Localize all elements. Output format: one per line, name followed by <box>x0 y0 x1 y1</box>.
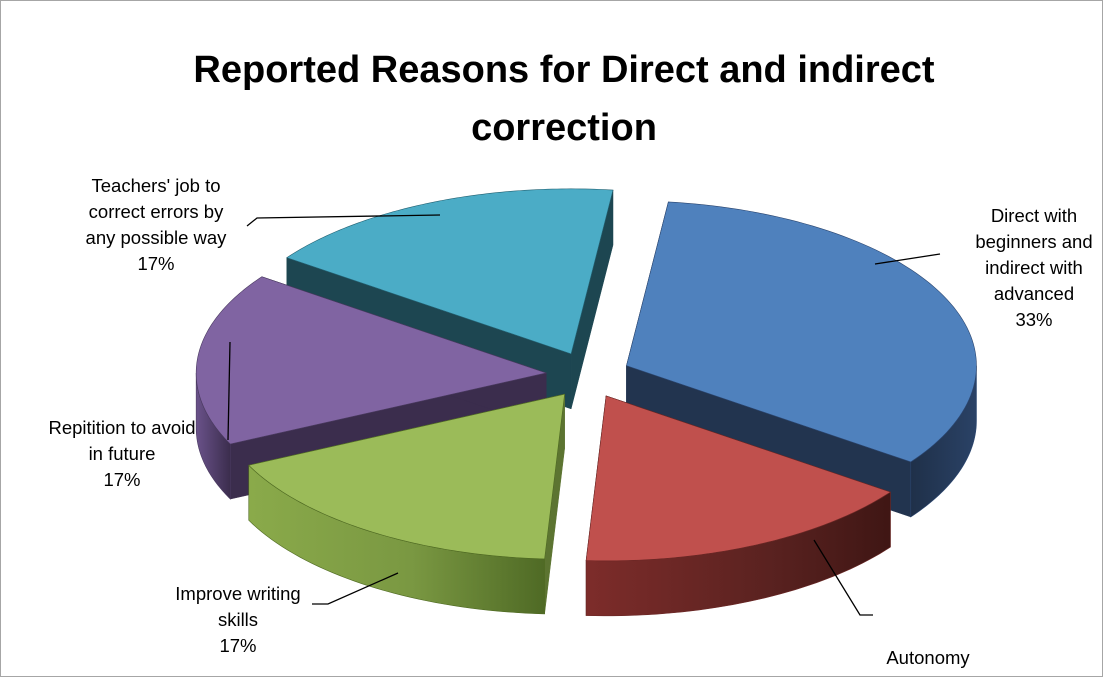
data-label-name-4-1: Repitition to avoid <box>48 417 195 438</box>
data-label-name-1-3: indirect with <box>985 257 1083 278</box>
data-label-name-1-2: beginners and <box>975 231 1092 252</box>
pie-slice-top-3 <box>248 393 565 560</box>
chart-title-line-1: Reported Reasons for Direct and indirect <box>193 49 934 91</box>
data-label-name-2-1: Autonomy <box>886 647 970 668</box>
data-labels: Direct with beginners and indirect with adv… <box>48 175 1092 677</box>
data-label-value-1: 33% <box>1015 309 1052 330</box>
data-label-value-4: 17% <box>103 469 140 490</box>
leader-line-3 <box>312 572 399 605</box>
data-label-name-5-1: Teachers' job to <box>92 175 221 196</box>
leader-line-4 <box>227 341 231 441</box>
data-label-value-5: 17% <box>137 253 174 274</box>
data-label-value-3: 17% <box>219 635 256 656</box>
data-label-name-4-2: in future <box>89 443 156 464</box>
data-label-name-1-4: advanced <box>994 283 1074 304</box>
data-label-name-5-2: correct errors by <box>89 201 224 222</box>
pie-slice-2 <box>585 395 892 617</box>
data-label-name-3-2: skills <box>218 609 258 630</box>
pie-slices <box>195 188 977 617</box>
data-label-value-2: 16% <box>909 673 946 677</box>
chart-title-line-2: correction <box>471 107 657 149</box>
pie-slice-top-5 <box>286 188 614 355</box>
data-label-name-3-1: Improve writing <box>175 583 300 604</box>
pie-slice-top-4 <box>195 276 548 445</box>
data-label-name-5-3: any possible way <box>86 227 228 248</box>
leader-line-5 <box>246 214 441 227</box>
leader-lines <box>227 214 941 616</box>
pie-slice-top-1 <box>626 201 977 463</box>
pie-slice-top-2 <box>585 395 892 562</box>
leader-line-2 <box>813 539 873 616</box>
pie-slice-3 <box>248 393 565 615</box>
leader-line-1 <box>874 253 941 265</box>
data-label-name-1-1: Direct with <box>991 205 1077 226</box>
